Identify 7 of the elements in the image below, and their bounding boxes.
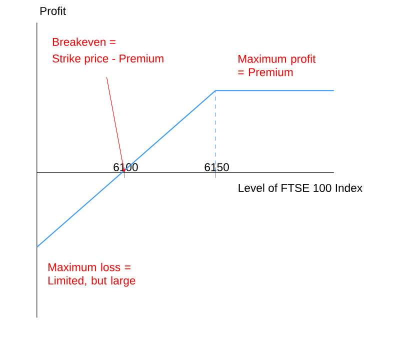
x-tick-label: 6150: [204, 163, 229, 172]
annotation: Strike price - Premium: [52, 54, 164, 65]
x-axis-title: Level of FTSE 100 Index: [238, 184, 362, 192]
text: Breakeven =: [52, 38, 116, 46]
text: Maximum loss = Limited, but large: [48, 262, 136, 287]
text: Maximum profit = Premium: [238, 54, 316, 76]
text: Profit: [40, 6, 66, 15]
